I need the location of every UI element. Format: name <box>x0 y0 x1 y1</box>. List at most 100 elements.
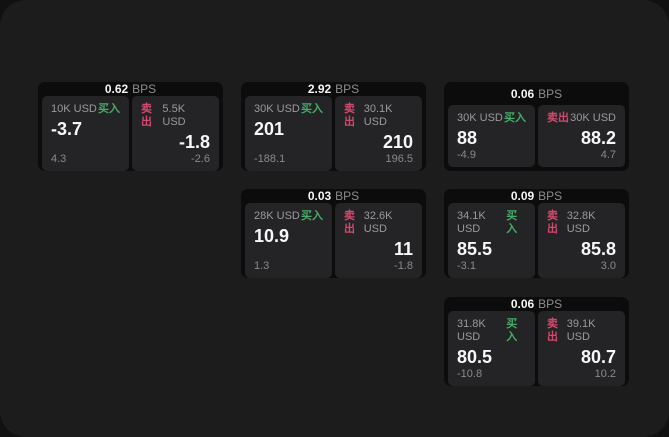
sell-delta: 10.2 <box>594 368 616 380</box>
sell-label: 卖出 <box>547 318 558 343</box>
spread-header: 2.92 BPS <box>245 82 422 96</box>
buy-label: 买入 <box>506 210 518 235</box>
quote-card: 0.03 BPS 28K USD 买入 10.9 1.3 卖出 32.6K US… <box>241 189 426 278</box>
buy-panel-top: 28K USD 买入 <box>254 210 323 223</box>
sell-panel-top: 卖出 30.1K USD <box>344 103 413 129</box>
sell-label: 卖出 <box>344 103 355 128</box>
sell-delta: 196.5 <box>385 153 413 165</box>
sell-delta: 3.0 <box>600 260 616 272</box>
buy-panel[interactable]: 10K USD 买入 -3.7 4.3 <box>42 96 129 171</box>
buy-label: 买入 <box>301 103 323 115</box>
spread-unit: BPS <box>538 189 563 203</box>
sell-label: 卖出 <box>547 210 558 235</box>
sell-price: 11 <box>393 239 413 259</box>
buy-panel[interactable]: 34.1K USD 买入 85.5 -3.1 <box>448 203 535 278</box>
quote-card: 0.62 BPS 10K USD 买入 -3.7 4.3 卖出 5.5K USD… <box>38 82 223 171</box>
spread-value: 0.06 <box>510 86 535 101</box>
spread-unit: BPS <box>335 189 360 203</box>
spread-unit: BPS <box>538 297 563 311</box>
sell-label: 卖出 <box>344 210 355 235</box>
buy-panel[interactable]: 30K USD 买入 201 -188.1 <box>245 96 332 171</box>
quote-panels: 30K USD 买入 88 -4.9 卖出 30K USD 88.2 4.7 <box>448 105 625 167</box>
sell-panel-top: 卖出 32.6K USD <box>344 210 413 236</box>
buy-price: 88 <box>457 128 478 148</box>
quote-card: 0.06 BPS 30K USD 买入 88 -4.9 卖出 30K USD 8… <box>444 82 629 171</box>
buy-price: 201 <box>254 119 285 139</box>
spread-header: 0.06 BPS <box>448 297 625 311</box>
buy-delta: -188.1 <box>254 153 286 165</box>
quote-card: 2.92 BPS 30K USD 买入 201 -188.1 卖出 30.1K … <box>241 82 426 171</box>
spread-unit: BPS <box>335 82 360 96</box>
buy-delta: 4.3 <box>51 153 67 165</box>
quote-panels: 30K USD 买入 201 -188.1 卖出 30.1K USD 210 1… <box>245 96 422 171</box>
sell-price: 210 <box>382 132 413 152</box>
sell-panel[interactable]: 卖出 30K USD 88.2 4.7 <box>538 105 625 167</box>
quote-panels: 28K USD 买入 10.9 1.3 卖出 32.6K USD 11 -1.8 <box>245 203 422 278</box>
buy-price: -3.7 <box>51 119 83 139</box>
spread-header: 0.06 BPS <box>448 82 625 105</box>
sell-delta: 4.7 <box>600 149 616 161</box>
spread-unit: BPS <box>132 82 157 96</box>
sell-panel[interactable]: 卖出 32.8K USD 85.8 3.0 <box>538 203 625 278</box>
quote-card: 0.06 BPS 31.8K USD 买入 80.5 -10.8 卖出 39.1… <box>444 297 629 386</box>
sell-amount: 32.8K USD <box>566 210 596 235</box>
sell-panel-top: 卖出 5.5K USD <box>141 103 210 129</box>
buy-panel[interactable]: 28K USD 买入 10.9 1.3 <box>245 203 332 278</box>
spread-value: 0.03 <box>307 189 332 203</box>
quote-card: 0.09 BPS 34.1K USD 买入 85.5 -3.1 卖出 32.8K… <box>444 189 629 278</box>
sell-panel-top: 卖出 30K USD <box>547 112 616 125</box>
buy-label: 买入 <box>504 112 526 124</box>
spread-value: 2.92 <box>307 82 332 96</box>
buy-label: 买入 <box>98 103 120 115</box>
buy-amount: 31.8K USD <box>457 318 486 343</box>
spread-header: 0.62 BPS <box>42 82 219 96</box>
buy-label: 买入 <box>506 318 518 343</box>
quote-panels: 34.1K USD 买入 85.5 -3.1 卖出 32.8K USD 85.8… <box>448 203 625 278</box>
buy-amount: 34.1K USD <box>457 210 486 235</box>
quote-panels: 10K USD 买入 -3.7 4.3 卖出 5.5K USD -1.8 -2.… <box>42 96 219 171</box>
spread-value: 0.62 <box>104 82 129 96</box>
buy-panel-top: 31.8K USD 买入 <box>457 318 526 344</box>
buy-amount: 10K USD <box>51 103 97 115</box>
buy-panel-top: 30K USD 买入 <box>457 112 526 125</box>
sell-price: 88.2 <box>580 128 616 148</box>
sell-price: 80.7 <box>580 347 616 367</box>
sell-amount: 32.6K USD <box>363 210 393 235</box>
sell-price: -1.8 <box>178 132 210 152</box>
sell-panel[interactable]: 卖出 5.5K USD -1.8 -2.6 <box>132 96 219 171</box>
buy-panel-top: 34.1K USD 买入 <box>457 210 526 236</box>
sell-panel[interactable]: 卖出 32.6K USD 11 -1.8 <box>335 203 422 278</box>
buy-panel-top: 10K USD 买入 <box>51 103 120 116</box>
spread-header: 0.03 BPS <box>245 189 422 203</box>
sell-panel[interactable]: 卖出 30.1K USD 210 196.5 <box>335 96 422 171</box>
buy-price: 85.5 <box>457 239 493 259</box>
sell-label: 卖出 <box>547 112 569 124</box>
sell-delta: -2.6 <box>191 153 210 165</box>
buy-delta: -3.1 <box>457 260 476 272</box>
quote-panels: 31.8K USD 买入 80.5 -10.8 卖出 39.1K USD 80.… <box>448 311 625 386</box>
buy-amount: 30K USD <box>457 112 503 124</box>
buy-panel[interactable]: 31.8K USD 买入 80.5 -10.8 <box>448 311 535 386</box>
sell-panel-top: 卖出 39.1K USD <box>547 318 616 344</box>
sell-amount: 39.1K USD <box>566 318 596 343</box>
spread-value: 0.09 <box>510 189 535 203</box>
buy-delta: -4.9 <box>457 149 476 161</box>
buy-label: 买入 <box>301 210 323 222</box>
buy-price: 80.5 <box>457 347 493 367</box>
sell-amount: 30.1K USD <box>363 103 393 128</box>
spread-unit: BPS <box>538 86 563 101</box>
buy-amount: 30K USD <box>254 103 300 115</box>
sell-delta: -1.8 <box>394 260 413 272</box>
sell-panel[interactable]: 卖出 39.1K USD 80.7 10.2 <box>538 311 625 386</box>
buy-price: 10.9 <box>254 226 290 246</box>
buy-panel[interactable]: 30K USD 买入 88 -4.9 <box>448 105 535 167</box>
buy-amount: 28K USD <box>254 210 300 222</box>
spread-value: 0.06 <box>510 297 535 311</box>
buy-delta: 1.3 <box>254 260 270 272</box>
sell-amount: 30K USD <box>570 112 616 124</box>
sell-label: 卖出 <box>141 103 152 128</box>
buy-delta: -10.8 <box>457 368 483 380</box>
sell-amount: 5.5K USD <box>162 103 186 128</box>
spread-header: 0.09 BPS <box>448 189 625 203</box>
